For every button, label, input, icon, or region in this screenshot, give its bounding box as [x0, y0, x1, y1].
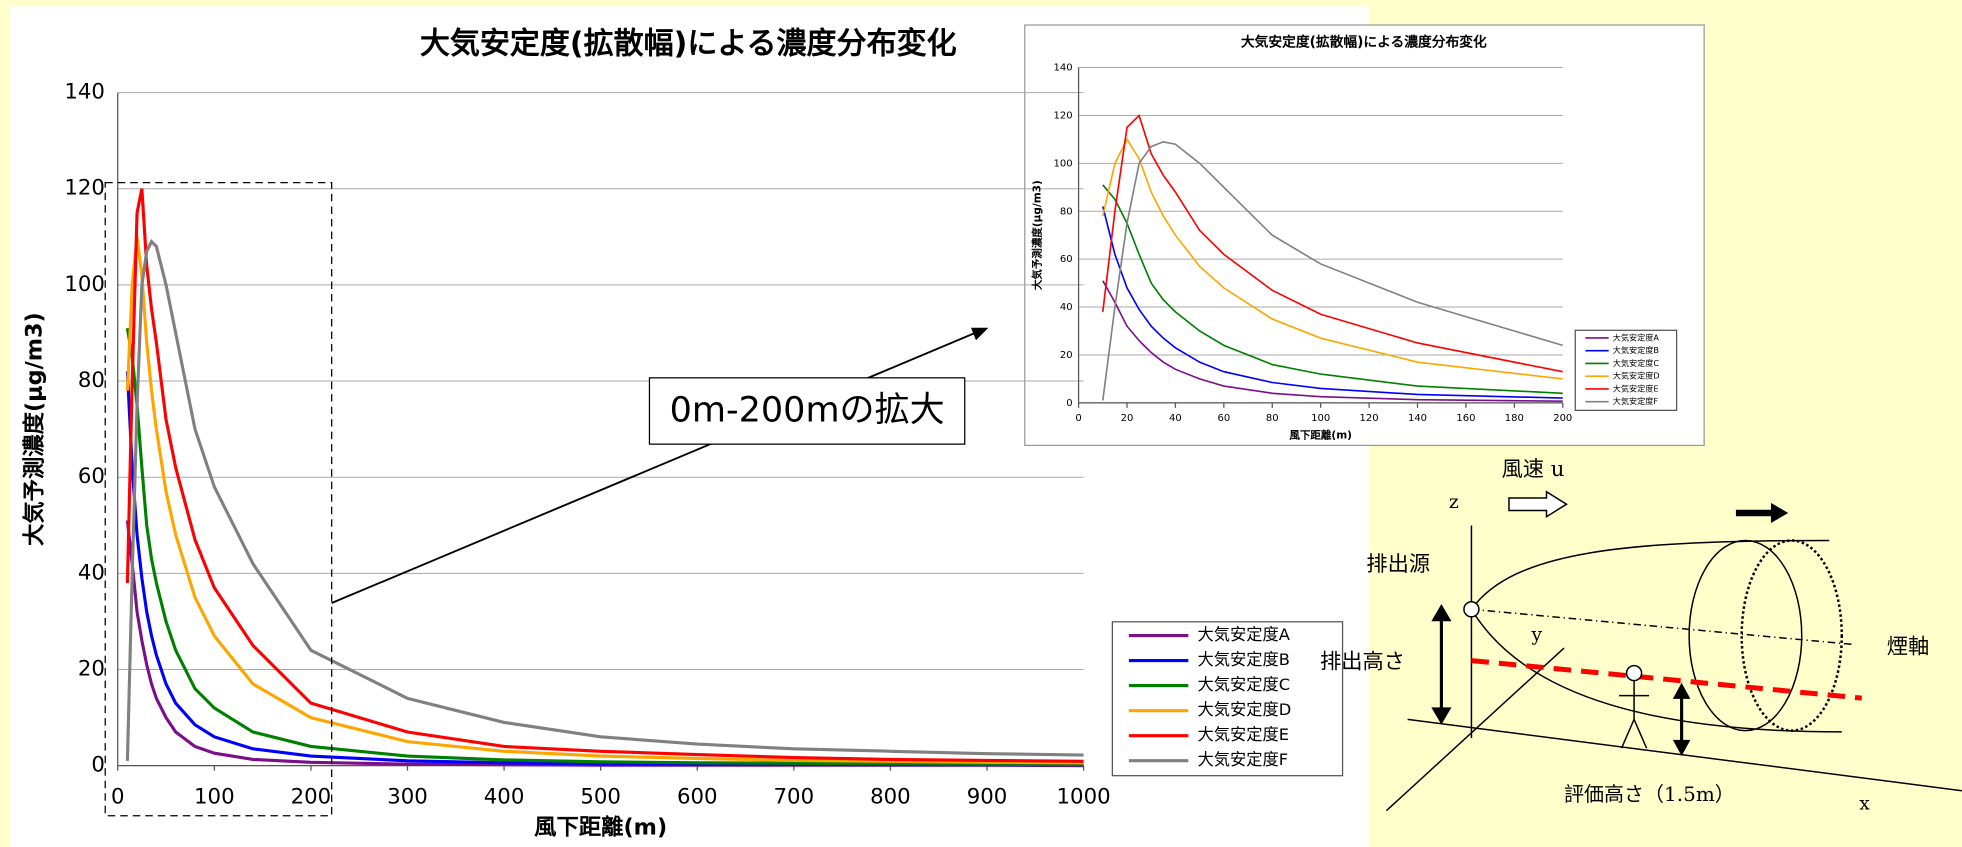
- x-axis-label: 風下距離(m): [534, 814, 667, 841]
- x-tick-label: 400: [484, 785, 525, 810]
- diagram-label: z: [1449, 492, 1459, 513]
- x-tick-label: 180: [1505, 413, 1524, 424]
- diagram-label: 排出源: [1366, 552, 1430, 577]
- x-tick-label: 20: [1121, 413, 1134, 424]
- x-tick-label: 900: [967, 785, 1008, 810]
- legend-label: 大気安定度C: [1198, 675, 1291, 694]
- chart-title: 大気安定度(拡散幅)による濃度分布変化: [1241, 34, 1487, 51]
- legend-label: 大気安定度B: [1613, 345, 1659, 355]
- x-tick-label: 600: [677, 785, 718, 810]
- x-tick-label: 120: [1360, 413, 1379, 424]
- x-tick-label: 200: [291, 785, 332, 810]
- y-tick-label: 120: [64, 176, 105, 201]
- y-tick-label: 20: [78, 657, 105, 682]
- x-tick-label: 1000: [1057, 785, 1111, 810]
- x-tick-label: 300: [387, 785, 428, 810]
- callout-text: 0m-200mの拡大: [670, 390, 945, 431]
- diagram-label: 風速 u: [1501, 457, 1564, 482]
- y-axis-label: 大気予測濃度(μg/m3): [21, 312, 48, 546]
- legend-label: 大気安定度C: [1613, 358, 1660, 368]
- legend-label: 大気安定度D: [1198, 700, 1292, 719]
- x-tick-label: 160: [1456, 413, 1475, 424]
- page: 0204060801001201400100200300400500600700…: [0, 0, 1962, 847]
- x-tick-label: 200: [1553, 413, 1572, 424]
- y-tick-label: 60: [78, 464, 105, 489]
- x-tick-label: 500: [580, 785, 621, 810]
- legend-label: 大気安定度A: [1613, 332, 1660, 342]
- y-tick-label: 0: [1066, 398, 1072, 409]
- slide: 0204060801001201400100200300400500600700…: [0, 0, 1962, 847]
- x-tick-label: 80: [1266, 413, 1279, 424]
- y-tick-label: 80: [1060, 206, 1073, 217]
- y-tick-label: 60: [1060, 254, 1073, 265]
- legend-label: 大気安定度D: [1613, 371, 1660, 381]
- x-tick-label: 60: [1217, 413, 1230, 424]
- chart-title: 大気安定度(拡散幅)による濃度分布変化: [420, 27, 957, 62]
- diagram-label: 煙軸: [1887, 635, 1930, 660]
- x-tick-label: 800: [870, 785, 911, 810]
- legend-label: 大気安定度B: [1198, 650, 1290, 669]
- x-tick-label: 0: [111, 785, 125, 810]
- y-tick-label: 40: [78, 560, 105, 585]
- source: [1464, 602, 1479, 617]
- person-head: [1627, 666, 1642, 681]
- x-tick-label: 700: [774, 785, 815, 810]
- diagram-label: 評価高さ（1.5m）: [1564, 782, 1735, 806]
- diagram-label: 排出高さ: [1320, 650, 1405, 675]
- y-axis-label: 大気予測濃度(μg/m3): [1030, 180, 1043, 290]
- y-tick-label: 40: [1060, 302, 1073, 313]
- y-tick-label: 120: [1053, 110, 1072, 121]
- y-tick-label: 0: [91, 753, 105, 778]
- legend-label: 大気安定度F: [1613, 396, 1659, 406]
- legend-label: 大気安定度E: [1613, 383, 1659, 393]
- y-tick-label: 140: [1053, 63, 1072, 74]
- diagram-label: x: [1859, 793, 1870, 814]
- x-tick-label: 0: [1075, 413, 1081, 424]
- y-tick-label: 140: [64, 80, 105, 105]
- x-tick-label: 40: [1169, 413, 1182, 424]
- y-tick-label: 100: [64, 272, 105, 297]
- y-tick-label: 20: [1060, 350, 1073, 361]
- y-tick-label: 100: [1053, 158, 1072, 169]
- legend-label: 大気安定度E: [1198, 725, 1290, 744]
- x-tick-label: 140: [1408, 413, 1427, 424]
- legend-label: 大気安定度F: [1198, 750, 1289, 769]
- x-tick-label: 100: [1311, 413, 1330, 424]
- diagram-label: y: [1530, 625, 1542, 646]
- x-axis-label: 風下距離(m): [1289, 428, 1352, 441]
- x-tick-label: 100: [194, 785, 235, 810]
- legend-label: 大気安定度A: [1198, 625, 1290, 644]
- y-tick-label: 80: [78, 368, 105, 393]
